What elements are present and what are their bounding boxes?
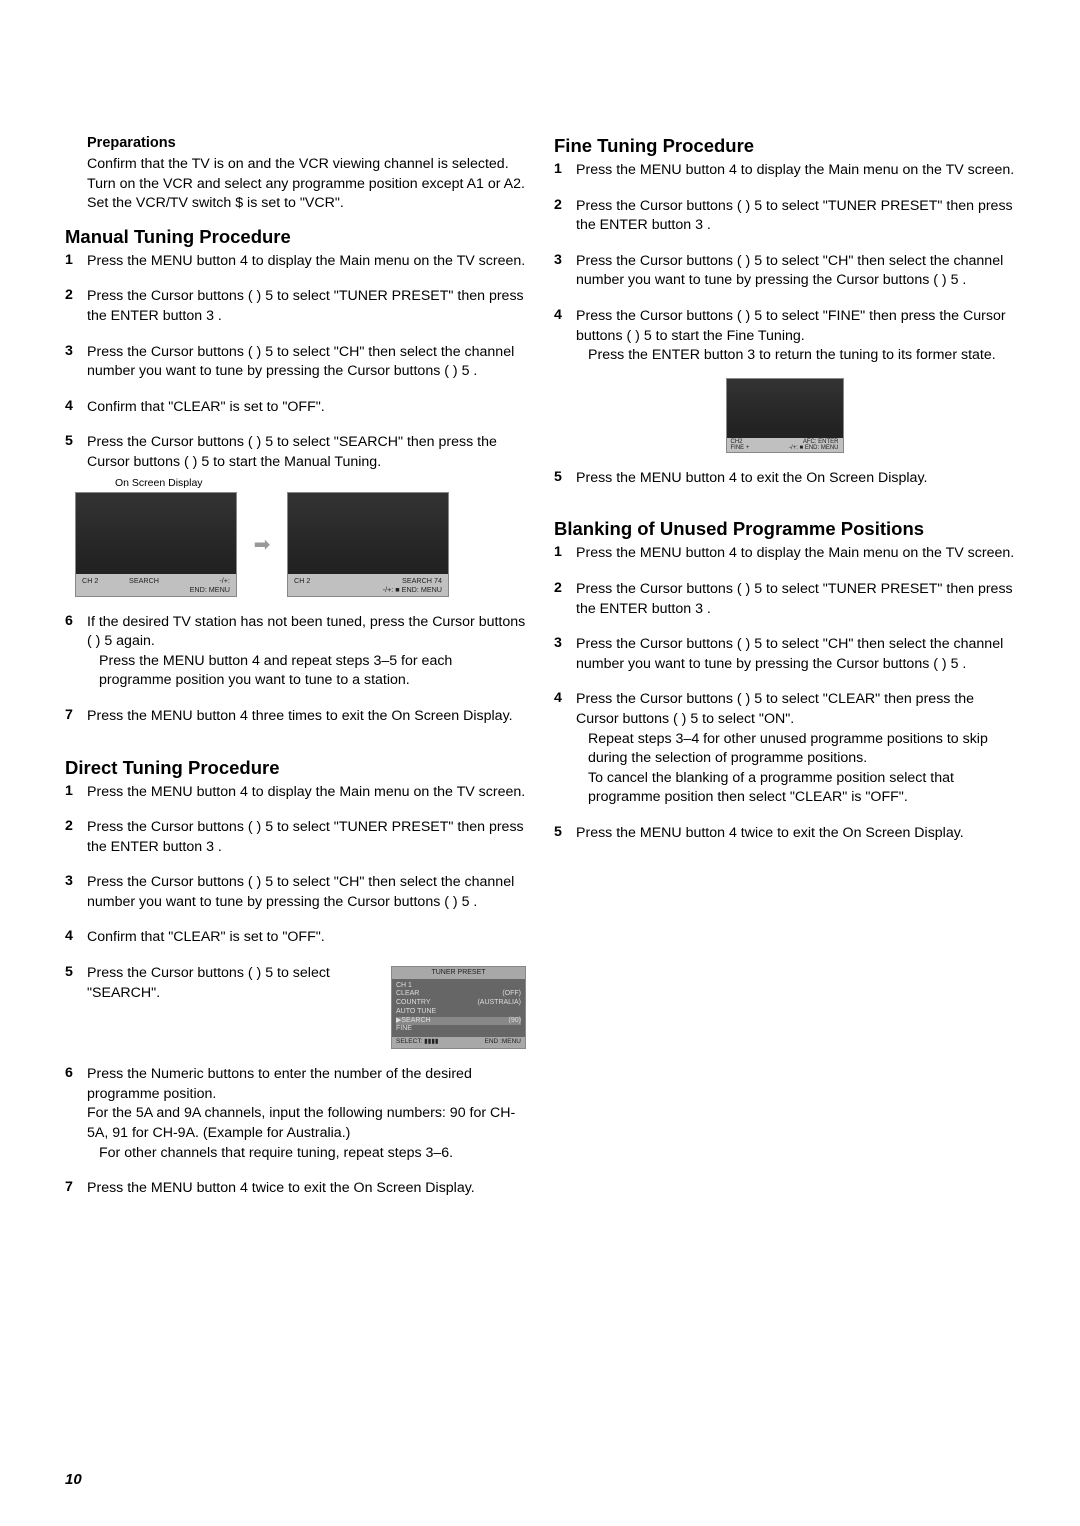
osd2-left: CH 2	[294, 576, 310, 594]
step-num: 4	[554, 307, 576, 366]
step-num: 5	[65, 964, 87, 1049]
manual-heading: Manual Tuning Procedure	[65, 226, 526, 248]
fine-step-4-sub: Press the ENTER button 3 to return the t…	[588, 346, 1015, 366]
direct-heading: Direct Tuning Procedure	[65, 757, 526, 779]
step-num: 3	[554, 252, 576, 291]
blank-step-4-sub1: Repeat steps 3–4 for other unused progra…	[588, 730, 1015, 769]
direct-step-6: Press the Numeric buttons to enter the n…	[87, 1065, 526, 1163]
direct-step-4: Confirm that "CLEAR" is set to "OFF".	[87, 928, 526, 948]
step-num: 1	[554, 161, 576, 181]
step-num: 5	[554, 824, 576, 844]
osd1-rb: END: MENU	[190, 585, 230, 594]
manual-step-6-sub: Press the MENU button 4 and repeat steps…	[99, 652, 526, 691]
tuner-preset-box: TUNER PRESET CH 1 CLEAR(OFF) COUNTRY(AUS…	[391, 966, 526, 1049]
step-num: 4	[65, 398, 87, 418]
blank-step-1: Press the MENU button 4 to display the M…	[576, 544, 1015, 564]
step-num: 2	[554, 580, 576, 619]
blank-heading: Blanking of Unused Programme Positions	[554, 518, 1015, 540]
osd-box-2: CH 2 SEARCH 74-/+: ■ END: MENU	[287, 492, 449, 597]
fine-step-3: Press the Cursor buttons ( ) 5 to select…	[576, 252, 1015, 291]
direct-step-7: Press the MENU button 4 twice to exit th…	[87, 1179, 526, 1199]
left-column: Preparations Confirm that the TV is on a…	[65, 135, 526, 1199]
manual-step-6: If the desired TV station has not been t…	[87, 613, 526, 691]
right-column: Fine Tuning Procedure 1Press the MENU bu…	[554, 135, 1015, 1199]
prep-line-3: Set the VCR/TV switch $ is set to "VCR".	[87, 194, 526, 214]
manual-step-5: Press the Cursor buttons ( ) 5 to select…	[87, 433, 526, 472]
step-num: 6	[65, 1065, 87, 1163]
step-num: 4	[554, 690, 576, 808]
osd1-mid: SEARCH	[129, 576, 159, 594]
osd2-mid: SEARCH 74	[402, 576, 442, 585]
manual-step-2: Press the Cursor buttons ( ) 5 to select…	[87, 287, 526, 326]
step-num: 6	[65, 613, 87, 691]
osd1-left: CH 2	[82, 576, 98, 594]
osd-caption: On Screen Display	[115, 477, 526, 489]
blank-step-3: Press the Cursor buttons ( ) 5 to select…	[576, 635, 1015, 674]
manual-step-1: Press the MENU button 4 to display the M…	[87, 252, 526, 272]
blank-step-4-sub2: To cancel the blanking of a programme po…	[588, 769, 1015, 808]
step-num: 5	[554, 469, 576, 489]
step-num: 1	[65, 252, 87, 272]
manual-step-4: Confirm that "CLEAR" is set to "OFF".	[87, 398, 526, 418]
fine-step-2: Press the Cursor buttons ( ) 5 to select…	[576, 197, 1015, 236]
manual-step-7: Press the MENU button 4 three times to e…	[87, 707, 526, 727]
fine-heading: Fine Tuning Procedure	[554, 135, 1015, 157]
preparations-heading: Preparations	[87, 135, 526, 151]
tuner-title: TUNER PRESET	[392, 967, 525, 979]
osd-box-1: CH 2 SEARCH -/+:END: MENU	[75, 492, 237, 597]
direct-step-5: TUNER PRESET CH 1 CLEAR(OFF) COUNTRY(AUS…	[87, 964, 526, 1049]
step-num: 1	[554, 544, 576, 564]
direct-step-3: Press the Cursor buttons ( ) 5 to select…	[87, 873, 526, 912]
step-num: 1	[65, 783, 87, 803]
fine-step-4: Press the Cursor buttons ( ) 5 to select…	[576, 307, 1015, 366]
step-num: 4	[65, 928, 87, 948]
step-num: 7	[65, 1179, 87, 1199]
osd-small-box: CH2FINE + AFC: ENTER-/+: ■ END: MENU	[726, 378, 844, 453]
blank-step-2: Press the Cursor buttons ( ) 5 to select…	[576, 580, 1015, 619]
fine-step-1: Press the MENU button 4 to display the M…	[576, 161, 1015, 181]
blank-step-5: Press the MENU button 4 twice to exit th…	[576, 824, 1015, 844]
step-num: 2	[65, 818, 87, 857]
step-num: 7	[65, 707, 87, 727]
step-num: 5	[65, 433, 87, 472]
manual-step-3: Press the Cursor buttons ( ) 5 to select…	[87, 343, 526, 382]
direct-step-6-sub2: For other channels that require tuning, …	[99, 1144, 526, 1164]
blank-step-4: Press the Cursor buttons ( ) 5 to select…	[576, 690, 1015, 808]
step-num: 2	[554, 197, 576, 236]
step-num: 3	[554, 635, 576, 674]
arrow-right-icon: ➡	[249, 534, 275, 554]
osd1-rt: -/+:	[219, 576, 230, 585]
osd2-rt: -/+: ■	[383, 585, 400, 594]
direct-step-6-sub1: For the 5A and 9A channels, input the fo…	[87, 1104, 526, 1143]
prep-line-2: Turn on the VCR and select any programme…	[87, 175, 526, 195]
osd2-rb: END: MENU	[402, 585, 442, 594]
step-num: 3	[65, 873, 87, 912]
fine-step-5: Press the MENU button 4 to exit the On S…	[576, 469, 1015, 489]
step-num: 2	[65, 287, 87, 326]
page-number: 10	[65, 1471, 82, 1488]
step-num: 3	[65, 343, 87, 382]
direct-step-2: Press the Cursor buttons ( ) 5 to select…	[87, 818, 526, 857]
prep-line-1: Confirm that the TV is on and the VCR vi…	[87, 155, 526, 175]
osd-display-row: CH 2 SEARCH -/+:END: MENU ➡ CH 2 SEARCH …	[75, 492, 526, 597]
direct-step-1: Press the MENU button 4 to display the M…	[87, 783, 526, 803]
